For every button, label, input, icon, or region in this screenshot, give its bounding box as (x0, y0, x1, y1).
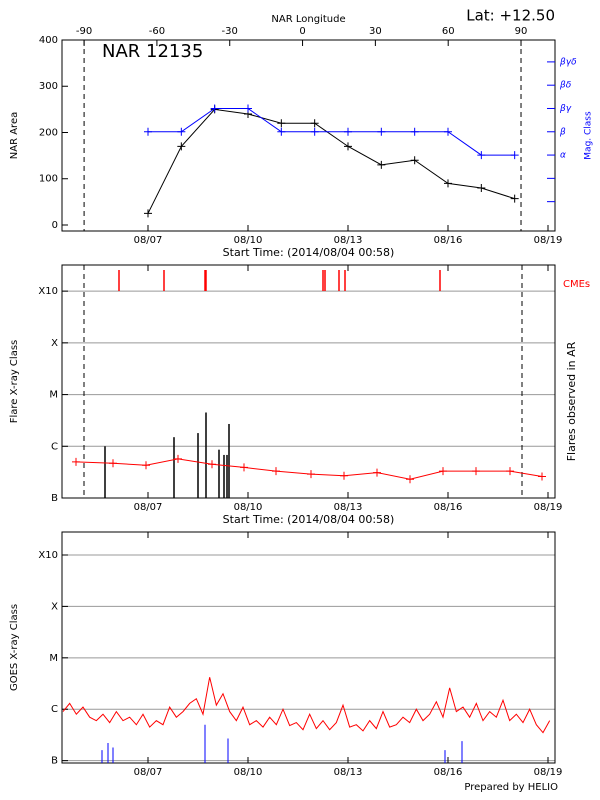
point-marker (344, 142, 352, 151)
y-tick-label: B (51, 493, 58, 504)
credit: Prepared by HELIO (464, 782, 558, 793)
series-line (147, 108, 515, 214)
x2-tick-label: 30 (369, 26, 382, 37)
x-tick-label: 08/10 (234, 235, 263, 246)
point-marker (406, 475, 414, 484)
y-tick-label: 400 (39, 35, 58, 46)
series-line (148, 107, 515, 156)
y-tick-label: X10 (38, 286, 58, 297)
plot-frame (61, 39, 556, 232)
point-marker (410, 156, 419, 165)
x-tick-label: 08/19 (534, 502, 563, 513)
x2-tick-label: 0 (299, 26, 305, 37)
y-tick-label: B (51, 756, 58, 767)
y-tick-label: X10 (38, 550, 58, 561)
point-marker (377, 127, 386, 136)
point-marker (377, 160, 386, 169)
plot-frame (61, 531, 556, 764)
point-marker (439, 467, 447, 476)
y-tick-label: 100 (39, 174, 58, 185)
x2-tick-label: 90 (515, 26, 528, 37)
point-marker (310, 119, 319, 128)
point-marker (174, 454, 182, 463)
point-marker (340, 471, 348, 480)
point-marker (510, 194, 519, 203)
y-tick-label: C (51, 441, 58, 452)
cme-label: CMEs (563, 279, 590, 290)
y2-axis-label: Mag. Class (584, 111, 594, 160)
x-tick-label: 08/13 (334, 767, 363, 778)
point-marker (477, 151, 486, 160)
y-tick-label: X (51, 338, 58, 349)
point-marker (373, 468, 381, 477)
y2-tick-label: β (559, 127, 566, 137)
point-marker (410, 127, 419, 136)
series-line (62, 677, 551, 734)
x-tick-label: 08/19 (534, 767, 563, 778)
chart-title: NAR 12135 (102, 41, 203, 62)
point-marker (208, 460, 216, 469)
x-tick-label: 08/07 (134, 502, 163, 513)
point-marker (144, 209, 152, 218)
point-marker (477, 183, 486, 192)
point-marker (109, 459, 117, 468)
point-marker (277, 127, 286, 136)
x2-tick-label: -90 (76, 26, 92, 37)
point-marker (144, 127, 152, 136)
point-marker (472, 467, 480, 476)
y-axis-label: GOES X-ray Class (9, 604, 20, 691)
point-marker (210, 104, 219, 113)
y-axis-label: Flare X-ray Class (9, 340, 20, 424)
point-marker (272, 467, 280, 476)
x-tick-label: 08/13 (334, 502, 363, 513)
x-axis-label: Start Time: (2014/08/04 00:58) (223, 246, 395, 259)
point-marker (177, 127, 186, 136)
point-marker (444, 179, 452, 188)
y-tick-label: C (51, 704, 58, 715)
y2-tick-label: βγ (559, 104, 572, 114)
point-marker (177, 142, 186, 151)
x-tick-label: 08/10 (234, 767, 263, 778)
x-tick-label: 08/13 (334, 235, 363, 246)
point-marker (240, 463, 248, 472)
plot-frame (61, 264, 556, 499)
y2-axis-label: Flares observed in AR (565, 341, 578, 461)
point-marker (310, 127, 319, 136)
y-axis-label: NAR Area (9, 112, 20, 159)
x-axis-label: Start Time: (2014/08/04 00:58) (223, 513, 395, 526)
point-marker (72, 457, 80, 466)
y-tick-label: 300 (39, 81, 58, 92)
point-marker (244, 104, 252, 113)
x-tick-label: 08/07 (134, 235, 163, 246)
y-tick-label: M (49, 653, 58, 664)
x-tick-label: 08/16 (434, 767, 463, 778)
y-tick-label: X (51, 601, 58, 612)
x-tick-label: 08/16 (434, 235, 463, 246)
point-marker (142, 461, 150, 470)
y2-tick-label: βδ (559, 81, 572, 91)
point-marker (506, 467, 514, 476)
x2-tick-label: 60 (442, 26, 455, 37)
x-tick-label: 08/07 (134, 767, 163, 778)
point-marker (307, 470, 315, 479)
point-marker (510, 151, 519, 160)
x-tick-label: 08/10 (234, 502, 263, 513)
latitude-label: Lat: +12.50 (466, 7, 555, 25)
x2-tick-label: -30 (222, 26, 238, 37)
y-tick-label: 0 (52, 220, 58, 231)
y2-tick-label: βγδ (559, 57, 577, 67)
y2-tick-label: α (560, 151, 566, 161)
point-marker (444, 127, 452, 136)
x-tick-label: 08/16 (434, 502, 463, 513)
x2-tick-label: -60 (149, 26, 165, 37)
y-tick-label: M (49, 390, 58, 401)
y-tick-label: 200 (39, 127, 58, 138)
x-tick-label: 08/19 (534, 235, 563, 246)
point-marker (277, 119, 286, 128)
point-marker (538, 472, 546, 481)
point-marker (344, 127, 352, 136)
x2-axis-label: NAR Longitude (271, 14, 345, 25)
